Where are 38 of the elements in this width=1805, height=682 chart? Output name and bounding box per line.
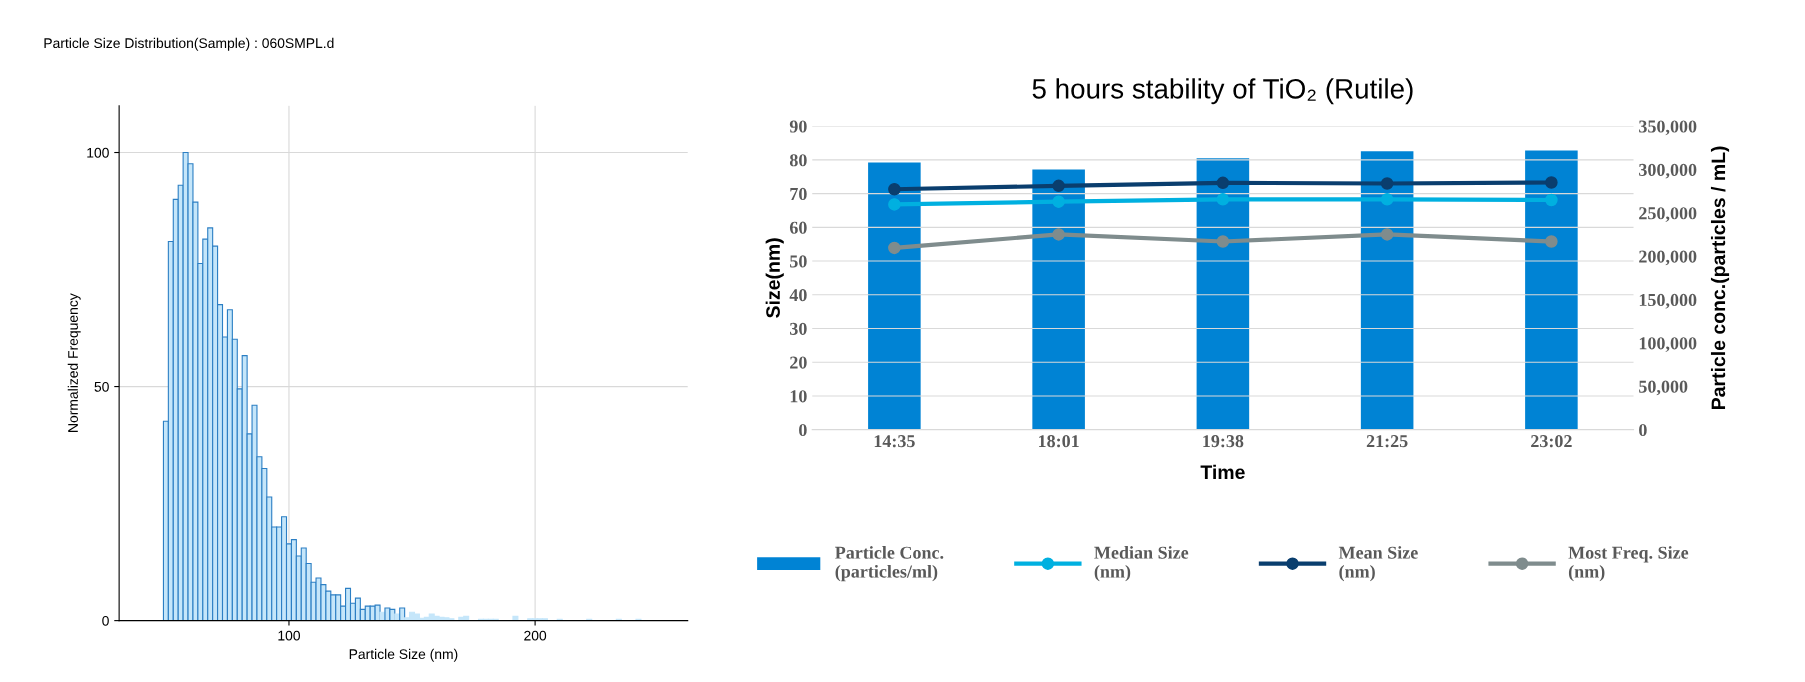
x-tick-label: 23:02 — [1531, 435, 1572, 448]
y-axis-title: Size(nm) — [765, 238, 784, 318]
y-tick-label: 0 — [102, 615, 109, 626]
y-tick-label: 10 — [790, 390, 807, 403]
x-tick-label: 19:38 — [1203, 435, 1244, 448]
y2-tick-label: 150,000 — [1639, 293, 1697, 309]
y2-axis-title: Particle conc.(particles / mL) — [1710, 146, 1730, 409]
x-axis-title: Particle Size (nm) — [349, 648, 458, 662]
y2-tick-label: 250,000 — [1639, 207, 1697, 222]
y-tick-label: 80 — [789, 154, 807, 167]
legend-label: Mean Size (nm) — [1338, 546, 1418, 582]
y2-tick-label: 200,000 — [1639, 250, 1697, 266]
x-axis-title: Time — [1200, 464, 1245, 480]
y-tick-label: 50 — [94, 381, 109, 392]
legend-label: Particle Conc. (particles/ml) — [835, 546, 944, 582]
legend-label: Most Freq. Size (nm) — [1568, 546, 1689, 582]
y2-tick-label: 0 — [1639, 423, 1647, 437]
y-axis-title: Normalized Frequency — [67, 293, 81, 432]
y-tick-label: 40 — [789, 289, 807, 302]
x-tick-label: 14:35 — [874, 435, 915, 448]
y-tick-label: 70 — [790, 187, 807, 201]
y-tick-label: 30 — [790, 322, 807, 335]
y2-tick-label: 100,000 — [1639, 337, 1697, 353]
y2-tick-label: 50,000 — [1639, 380, 1688, 396]
chart-title: 5 hours stability of TiO₂ (Rutile) — [1032, 78, 1413, 105]
y-tick-label: 0 — [799, 423, 807, 437]
x-tick-label: 21:25 — [1366, 435, 1408, 448]
y2-tick-label: 300,000 — [1639, 163, 1697, 179]
y-tick-label: 60 — [789, 221, 807, 234]
x-tick-label: 200 — [524, 630, 547, 641]
y-tick-label: 50 — [790, 255, 807, 268]
y-tick-label: 20 — [790, 356, 807, 369]
y2-tick-label: 350,000 — [1639, 120, 1697, 136]
y-tick-label: 90 — [789, 120, 807, 133]
chart-title: Particle Size Distribution(Sample) : 060SMPL.d — [44, 37, 334, 51]
y-tick-label: 100 — [87, 147, 109, 158]
legend-label: Median Size (nm) — [1094, 546, 1189, 582]
x-tick-label: 18:01 — [1039, 435, 1079, 448]
